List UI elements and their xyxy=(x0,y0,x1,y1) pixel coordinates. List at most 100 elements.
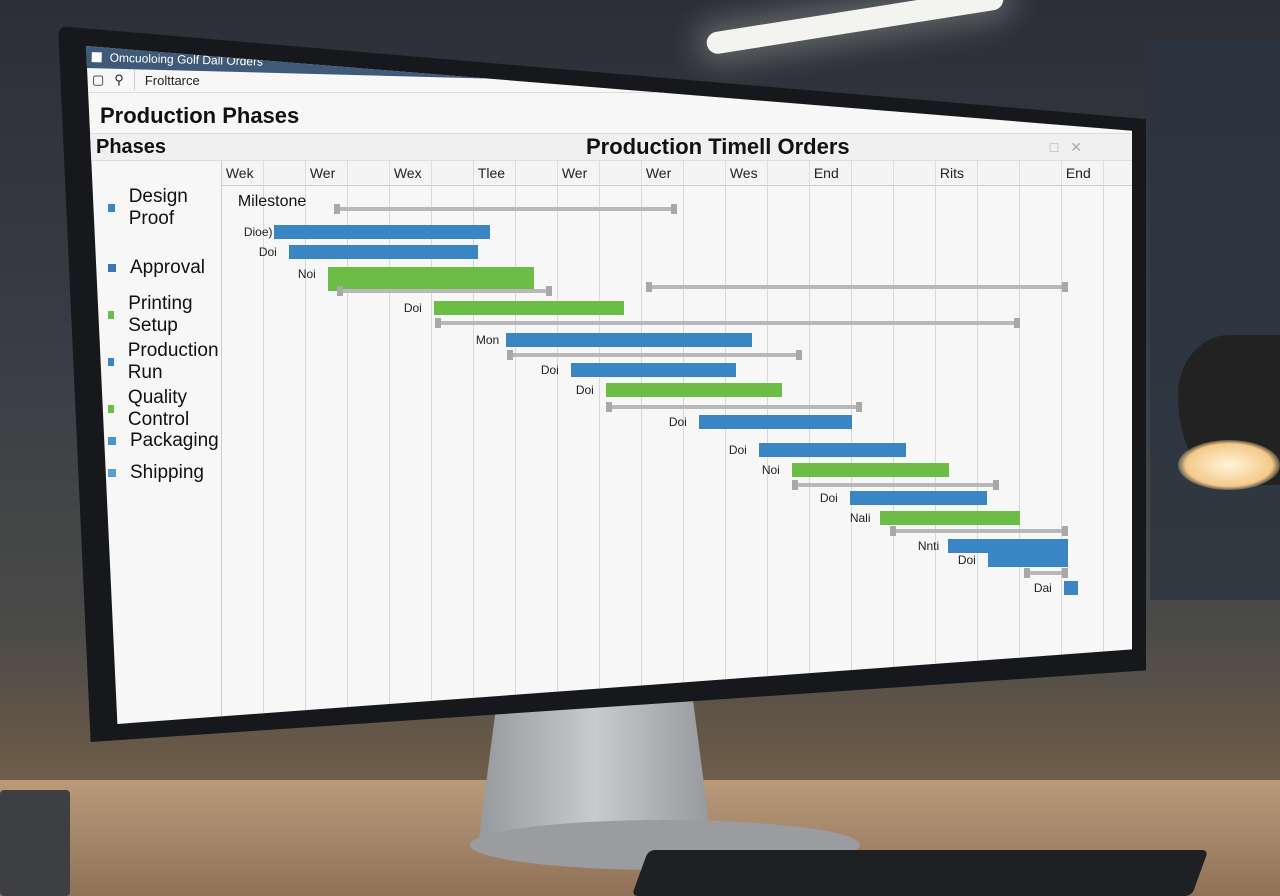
grid-column xyxy=(600,185,642,721)
grid-column xyxy=(222,185,264,721)
timeline-header-cell xyxy=(684,161,726,185)
timeline-header-cell: Wes xyxy=(726,161,768,185)
grid-column xyxy=(474,185,516,721)
task-bar[interactable] xyxy=(433,301,624,315)
task-bar[interactable] xyxy=(505,333,752,347)
task-bar[interactable] xyxy=(273,225,490,239)
page-title: Production Phases xyxy=(100,103,300,128)
close-panel-icon[interactable]: ✕ xyxy=(1070,138,1082,155)
grid-column xyxy=(642,185,684,721)
task-bar[interactable] xyxy=(288,245,478,259)
task-bar[interactable] xyxy=(987,553,1068,567)
task-label: Doi xyxy=(575,383,594,397)
timeline-header-cell: End xyxy=(1062,161,1104,185)
task-bar[interactable] xyxy=(698,415,852,429)
timeline-header-cell: Wer xyxy=(558,161,600,185)
gantt-chart: WekWerWexTleeWerWerWesEndRitsEndEnd Mile… xyxy=(221,161,1132,721)
phase-color-icon xyxy=(108,405,114,413)
minimize-icon[interactable]: ▬ xyxy=(1055,75,1067,89)
app-icon xyxy=(91,52,102,63)
phase-label: Quality Control xyxy=(127,387,190,430)
task-label: Nali xyxy=(849,511,871,525)
task-label: Doi xyxy=(728,443,747,457)
grid-column xyxy=(978,185,1020,721)
grid-column xyxy=(348,185,390,721)
task-label: Doi xyxy=(819,491,838,505)
dependency-range[interactable] xyxy=(605,402,862,412)
dependency-range[interactable] xyxy=(333,204,677,214)
phase-label: Packaging xyxy=(130,430,219,451)
timeline-header-cell xyxy=(1104,161,1132,185)
toolbar: ▢ ⚲ Frolttarce xyxy=(86,68,1132,93)
main-body: Design Proof Approval Printing Setup Pro… xyxy=(86,161,1132,721)
grid-column xyxy=(684,185,726,721)
phase-item-packaging[interactable]: Packaging xyxy=(86,425,221,457)
phase-item-production-run[interactable]: Production Run xyxy=(86,331,221,393)
timeline-header-cell xyxy=(852,161,894,185)
phase-color-icon xyxy=(108,437,116,445)
phase-item-approval[interactable]: Approval xyxy=(86,237,221,299)
task-bar[interactable] xyxy=(1063,581,1078,595)
phase-color-icon xyxy=(108,264,116,272)
phase-color-icon xyxy=(108,469,116,477)
task-label: Doi xyxy=(258,245,277,259)
phase-color-icon xyxy=(108,311,115,319)
grid-column xyxy=(390,185,432,721)
lamp-glow xyxy=(1178,440,1280,490)
keyboard xyxy=(631,850,1209,896)
grid-column xyxy=(264,185,306,721)
task-bar[interactable] xyxy=(570,363,736,377)
close-icon[interactable]: ✕ xyxy=(1101,78,1112,91)
task-bar[interactable] xyxy=(605,383,782,397)
task-bar[interactable] xyxy=(327,277,534,291)
phase-label: Design Proof xyxy=(128,186,188,229)
phase-label: Approval xyxy=(130,257,205,278)
timeline-header-cell xyxy=(768,161,810,185)
dependency-range[interactable] xyxy=(889,526,1068,536)
task-label: Dai xyxy=(1033,581,1052,595)
settings-icon[interactable]: ● xyxy=(1089,76,1097,89)
task-bar[interactable] xyxy=(947,539,1068,553)
timeline-header-cell: Rits xyxy=(936,161,978,185)
phase-list: Design Proof Approval Printing Setup Pro… xyxy=(86,161,222,721)
dependency-range[interactable] xyxy=(434,318,1020,328)
timeline-header-cell xyxy=(432,161,474,185)
grid-column xyxy=(1062,185,1104,721)
dependency-range[interactable] xyxy=(1023,568,1068,578)
search-icon[interactable]: ⚲ xyxy=(114,72,124,87)
chat-icon[interactable]: ▢ xyxy=(92,72,105,87)
background-window xyxy=(1150,40,1280,600)
tab-label[interactable]: Frolttarce xyxy=(144,72,200,88)
timeline-header-cell: Wek xyxy=(222,161,264,185)
task-bar[interactable] xyxy=(849,491,987,505)
restore-icon[interactable]: ▬ xyxy=(1072,76,1084,89)
chart-title: Production Timell Orders xyxy=(586,134,850,159)
phase-item-design-proof[interactable]: Design Proof xyxy=(86,179,221,237)
grid-column xyxy=(306,185,348,721)
timeline-header-cell xyxy=(600,161,642,185)
task-label: Nnti xyxy=(917,539,940,553)
timeline-header-cell: Wer xyxy=(306,161,348,185)
dependency-range[interactable] xyxy=(336,286,552,296)
phase-item-printing-setup[interactable]: Printing Setup xyxy=(86,293,221,336)
toolbar-divider xyxy=(133,70,135,90)
phase-item-shipping[interactable]: Shipping xyxy=(86,457,221,489)
task-bar[interactable] xyxy=(791,463,949,477)
grid-column xyxy=(516,185,558,721)
dependency-range[interactable] xyxy=(645,282,1068,292)
timeline-header-cell xyxy=(348,161,390,185)
phase-color-icon xyxy=(108,204,115,212)
maximize-icon[interactable]: □ xyxy=(1049,138,1059,155)
phase-item-quality-control[interactable]: Quality Control xyxy=(86,387,221,430)
task-bar[interactable] xyxy=(879,511,1020,525)
timeline-grid xyxy=(222,185,1132,721)
dependency-range[interactable] xyxy=(791,480,999,490)
task-bar[interactable] xyxy=(758,443,906,457)
timeline-header-cell xyxy=(516,161,558,185)
phases-header: Phases xyxy=(96,135,167,158)
timeline-header-cell xyxy=(894,161,936,185)
timeline-header-cell: Wex xyxy=(390,161,432,185)
dependency-range[interactable] xyxy=(506,350,802,360)
grid-column xyxy=(894,185,936,721)
timeline-header-cell: Wer xyxy=(642,161,684,185)
